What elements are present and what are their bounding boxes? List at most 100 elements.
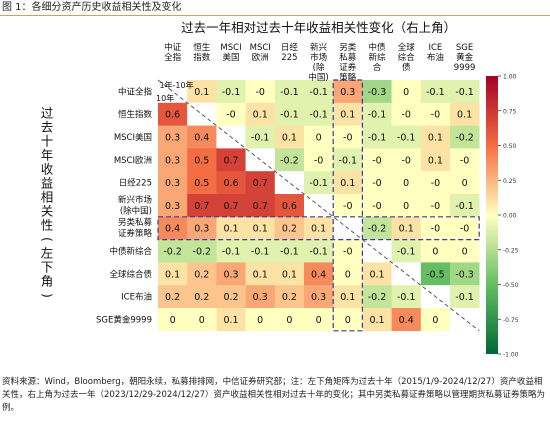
heatmap-cell — [245, 171, 276, 195]
y-axis-label-char: 益 — [41, 175, 54, 190]
cell-value-label: -0.1 — [397, 247, 416, 258]
colorbar-tick-label: -1.00 — [503, 352, 519, 359]
column-label: 合 — [373, 62, 382, 73]
heatmap-cell — [362, 148, 392, 172]
cell-value-label: 0.1 — [282, 269, 297, 280]
cell-value-label: 0 — [403, 201, 409, 212]
cell-value-label: 0.2 — [223, 292, 238, 303]
cell-value-label: 0.3 — [194, 224, 209, 235]
column-label: 全指 — [164, 52, 182, 63]
cell-value-label: 0.7 — [253, 178, 268, 189]
cell-value-label: -0.1 — [368, 133, 387, 144]
diagonal-divider — [157, 79, 480, 332]
colorbar-tick-label: 1.00 — [503, 74, 517, 81]
heatmap-cell — [187, 148, 217, 172]
heatmap-cell — [274, 194, 305, 218]
heatmap-cell — [362, 216, 392, 240]
column-label: 私募 — [339, 52, 357, 63]
heatmap-cell — [391, 125, 422, 149]
heatmap-cell — [362, 171, 392, 195]
cell-value-label: 0 — [345, 315, 351, 326]
cell-value-label: -0 — [226, 110, 235, 121]
cell-value-label: 0.2 — [194, 292, 209, 303]
cell-value-label: -0.1 — [280, 110, 299, 121]
heatmap-cell — [450, 125, 480, 149]
heatmap-cell — [304, 148, 334, 172]
highlight-column-box — [332, 79, 364, 332]
cell-value-label: -0.1 — [251, 247, 270, 258]
heatmap-cell — [362, 194, 392, 218]
heatmap-cell — [450, 194, 480, 218]
heatmap-cell — [391, 308, 422, 332]
heatmap-cell — [274, 216, 305, 240]
cell-value-label: 0.7 — [253, 201, 268, 212]
cell-value-label: 0 — [403, 178, 409, 189]
cell-value-label: 0.7 — [223, 155, 238, 166]
heatmap-cell — [420, 262, 451, 286]
cell-value-label: 0.7 — [194, 201, 209, 212]
heatmap-cell — [274, 262, 305, 286]
heatmap-cell — [158, 308, 188, 332]
heatmap-cell — [216, 80, 246, 104]
heatmap-cell — [420, 102, 451, 126]
heatmap-cell — [362, 239, 392, 263]
heatmap-cell — [333, 171, 363, 195]
cell-value-label: 0.3 — [165, 133, 180, 144]
cell-value-label: 0.4 — [194, 133, 209, 144]
column-label: 新兴 — [310, 42, 328, 53]
column-label: 综合 — [398, 52, 416, 63]
heatmap-cell — [450, 80, 480, 104]
cell-value-label: -0.1 — [368, 110, 387, 121]
column-label: MSCI — [250, 43, 271, 53]
heatmap-cell — [420, 171, 451, 195]
heatmap-cell — [158, 102, 188, 126]
heatmap-cell — [216, 148, 246, 172]
heatmap-cell — [187, 125, 217, 149]
heatmap-cell — [187, 239, 217, 263]
column-label: 债 — [402, 62, 411, 73]
row-label: MSCI欧洲 — [114, 155, 152, 166]
cell-value-label: 0 — [286, 315, 292, 326]
cell-value-label: -0.1 — [455, 292, 474, 303]
cell-value-label: -0 — [431, 201, 440, 212]
heatmap-cell — [245, 194, 276, 218]
colorbar-tick-label: 0.25 — [503, 178, 517, 185]
cell-value-label: -0.2 — [368, 292, 387, 303]
heatmap-cell — [450, 102, 480, 126]
y-axis-label-char: ( — [40, 237, 55, 242]
cell-value-label: 0.5 — [194, 178, 209, 189]
column-label: MSCI — [220, 43, 241, 53]
colorbar-tick-label: 0.00 — [503, 213, 517, 220]
cell-value-label: -0.1 — [397, 133, 416, 144]
colorbar-tick-label: 0.75 — [503, 108, 517, 115]
column-label: 225 — [281, 53, 297, 63]
cell-value-label: 0.2 — [282, 224, 297, 235]
cell-value-label: 0 — [432, 247, 438, 258]
cell-value-label: 0.1 — [165, 269, 180, 280]
heatmap-cell — [362, 80, 392, 104]
column-label: 欧洲 — [252, 52, 269, 63]
heatmap-cell — [274, 125, 305, 149]
cell-value-label: -0.2 — [163, 247, 182, 258]
cell-value-label: 0.1 — [194, 87, 209, 98]
cell-value-label: 0.7 — [223, 201, 238, 212]
column-label: 布油 — [427, 52, 444, 63]
cell-value-label: -0 — [401, 110, 410, 121]
column-label: 日经 — [281, 42, 299, 53]
column-label: 指数 — [193, 52, 211, 63]
correlation-heatmap: 过去一年相对过去十年收益相关性变化（右上角） 过去十年收益相关性 (左下角) 0.1 -… — [40, 20, 519, 359]
cell-value-label: 0 — [170, 315, 176, 326]
y-axis-label-char: 十 — [41, 133, 54, 148]
cell-value-label: -0.1 — [251, 133, 270, 144]
heatmap-cell — [304, 216, 334, 240]
heatmap-cell — [450, 216, 480, 240]
cell-value-label: -0 — [343, 133, 352, 144]
heatmap-cell — [391, 102, 422, 126]
row-label: 恒生指数 — [118, 109, 153, 120]
y-axis-label-char: 去 — [41, 119, 54, 134]
heatmap-cell — [158, 194, 188, 218]
cell-value-label: -0 — [343, 247, 352, 258]
heatmap-cell — [187, 171, 217, 195]
cell-value-label: -0.1 — [309, 110, 328, 121]
row-label: (除中国) — [120, 205, 152, 216]
